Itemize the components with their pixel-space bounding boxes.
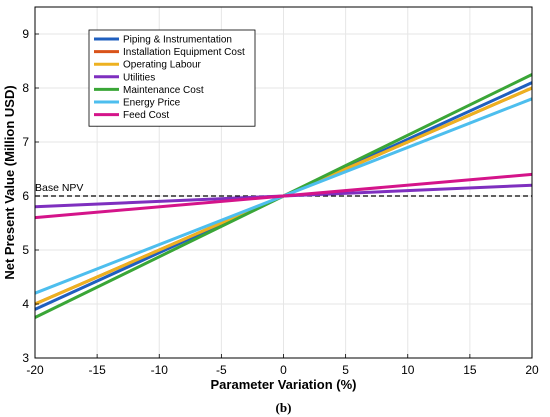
- legend-label: Operating Labour: [123, 60, 202, 71]
- legend-label: Maintenance Cost: [123, 85, 204, 96]
- legend-label: Installation Equipment Cost: [123, 47, 245, 58]
- y-tick-label: 6: [22, 189, 29, 203]
- x-tick-label: -5: [216, 363, 227, 377]
- x-tick-label: -10: [151, 363, 169, 377]
- y-tick-label: 8: [22, 81, 29, 95]
- x-tick-label: 0: [280, 363, 287, 377]
- panel-label: (b): [276, 400, 292, 415]
- base-npv-label: Base NPV: [35, 182, 83, 194]
- y-axis-title: Net Present Value (Million USD): [2, 85, 17, 279]
- legend-label: Utilities: [123, 72, 155, 83]
- y-tick-label: 4: [22, 297, 29, 311]
- y-tick-label: 7: [22, 135, 29, 149]
- y-tick-label: 3: [22, 351, 29, 365]
- legend-label: Piping & Instrumentation: [123, 35, 232, 46]
- x-axis-title: Parameter Variation (%): [211, 377, 357, 392]
- y-tick-label: 9: [22, 27, 29, 41]
- legend-label: Energy Price: [123, 98, 181, 109]
- series-layer: [34, 73, 533, 319]
- x-tick-label: 10: [401, 363, 415, 377]
- x-tick-label: -15: [88, 363, 106, 377]
- x-tick-label: -20: [26, 363, 44, 377]
- y-tick-label: 5: [22, 243, 29, 257]
- x-tick-label: 20: [525, 363, 539, 377]
- x-tick-label: 15: [463, 363, 477, 377]
- series-line-feed-cost: [34, 172, 533, 220]
- legend-label: Feed Cost: [123, 110, 169, 121]
- x-tick-label: 5: [342, 363, 349, 377]
- tick-labels: -20 -15 -10 -5 0 5 10 15 20 3 4 5 6 7 8 9: [22, 27, 539, 377]
